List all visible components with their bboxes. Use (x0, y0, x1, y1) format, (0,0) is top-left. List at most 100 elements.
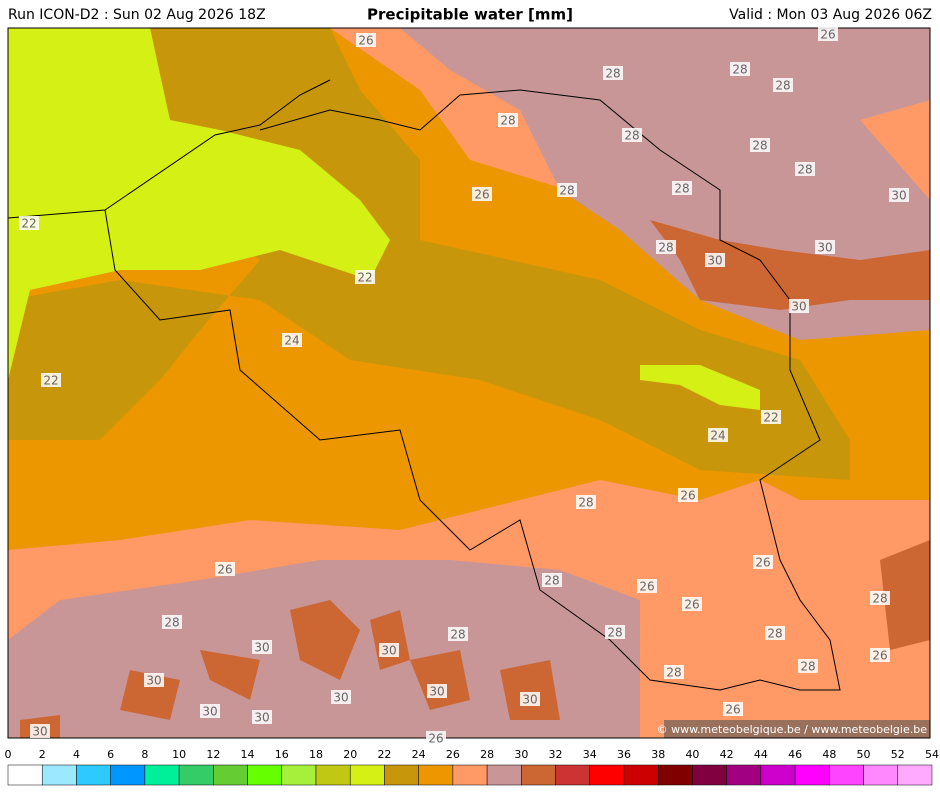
contour-label-box (765, 626, 785, 640)
coastline (7, 79, 331, 219)
colorbar-cell (349, 764, 385, 786)
colorbar-tick-label: 52 (891, 748, 905, 761)
map-title: Precipitable water [mm] (367, 6, 573, 24)
colorbar-tick-label: 16 (275, 748, 289, 761)
colorbar-tick-label: 44 (754, 748, 768, 761)
colorbar-tick-label: 30 (514, 748, 528, 761)
colorbar-cell (521, 764, 556, 786)
colorbar-tick-label: 54 (925, 748, 939, 761)
colorbar-tick-label: 12 (206, 748, 220, 761)
contour-label-box (603, 66, 623, 80)
contour-label: 28 (578, 496, 593, 510)
contour-label-box (637, 579, 657, 593)
colorbar-tick-label: 14 (241, 748, 255, 761)
colorbar-cell (41, 764, 77, 786)
map-frame (7, 27, 931, 739)
contour-label: 30 (333, 691, 348, 705)
contour-label-box (200, 704, 220, 718)
run-info: Run ICON-D2 : Sun 02 Aug 2026 18Z (8, 7, 266, 23)
colorbar-cell (418, 764, 454, 786)
contour-label: 26 (358, 34, 373, 48)
contour-label: 26 (639, 580, 654, 594)
contour-label-box (472, 187, 492, 201)
colorbar-tick-label: 10 (172, 748, 186, 761)
colorbar-cell (281, 764, 317, 786)
contour-label: 28 (674, 182, 689, 196)
colorbar-tick-label: 18 (309, 748, 323, 761)
colorbar-cell (829, 764, 864, 786)
contour-label-box (426, 731, 446, 745)
contour-label: 28 (559, 184, 574, 198)
contour-label-box (664, 665, 684, 679)
contour-label-box (162, 615, 182, 629)
colorbar-tick-label: 0 (5, 748, 12, 761)
contour-label: 26 (872, 649, 887, 663)
field-region (640, 365, 760, 410)
colorbar-cell (657, 764, 693, 786)
contour-label-box (773, 78, 793, 92)
contour-label-box (448, 627, 468, 641)
contour-label: 28 (500, 114, 515, 128)
contour-label: 28 (624, 129, 639, 143)
contour-label-box (753, 555, 773, 569)
colorbar-tick-label: 36 (617, 748, 631, 761)
contour-label: 30 (32, 725, 47, 739)
contour-label: 28 (752, 139, 767, 153)
contour-label: 30 (817, 241, 832, 255)
colorbar-cell (726, 764, 762, 786)
contour-label: 28 (164, 616, 179, 630)
contour-label-box (331, 690, 351, 704)
field-region (8, 28, 390, 380)
colorbar-cell (863, 764, 899, 786)
contour-label-box (252, 710, 272, 724)
colorbar-tick-label: 2 (39, 748, 46, 761)
contour-label: 28 (732, 63, 747, 77)
colorbar-cell (897, 764, 933, 786)
contour-label-box (789, 299, 809, 313)
copyright-box (664, 720, 930, 738)
contour-label: 26 (725, 703, 740, 717)
contour-label: 28 (872, 592, 887, 606)
contour-label-box (30, 724, 50, 738)
contour-label-box (798, 659, 818, 673)
contour-label-box (252, 640, 272, 654)
colorbar-cell (692, 764, 727, 786)
contour-label-box (870, 591, 890, 605)
colorbar-cell (555, 764, 591, 786)
contour-label-box (520, 692, 540, 706)
colorbar-tick-label: 48 (822, 748, 836, 761)
contour-label: 26 (755, 556, 770, 570)
colorbar-cell (486, 764, 522, 786)
contour-label-box (427, 684, 447, 698)
contour-label-box (19, 216, 39, 230)
colorbar-tick-label: 26 (446, 748, 460, 761)
colorbar-cell (247, 764, 283, 786)
colorbar-tick-label: 50 (857, 748, 871, 761)
colorbar-tick-label: 24 (412, 748, 426, 761)
contour-label-box (708, 428, 728, 442)
contour-label-box (355, 270, 375, 284)
colorbar-cell (144, 764, 180, 786)
contour-label-box (795, 162, 815, 176)
contour-label-box (818, 27, 838, 41)
contour-label: 30 (891, 189, 906, 203)
contour-label: 30 (381, 644, 396, 658)
colorbar-cell (178, 764, 214, 786)
contour-label-box (498, 113, 518, 127)
colorbar-cell (76, 764, 111, 786)
contour-label: 22 (21, 217, 36, 231)
contour-label: 28 (658, 241, 673, 255)
colorbar-tick-label: 4 (73, 748, 80, 761)
contour-label-box (723, 702, 743, 716)
colorbar-cell (794, 764, 830, 786)
contour-label: 30 (791, 300, 806, 314)
contour-label: 24 (710, 429, 725, 443)
contour-label-box (542, 573, 562, 587)
map-area: © www.meteobelgique.be / www.meteobelgie… (7, 27, 931, 739)
contour-label: 26 (680, 489, 695, 503)
colorbar-cell (760, 764, 796, 786)
contour-label-box (678, 488, 698, 502)
colorbar-cell (110, 764, 146, 786)
contour-label-box (41, 373, 61, 387)
contour-label: 26 (820, 28, 835, 42)
